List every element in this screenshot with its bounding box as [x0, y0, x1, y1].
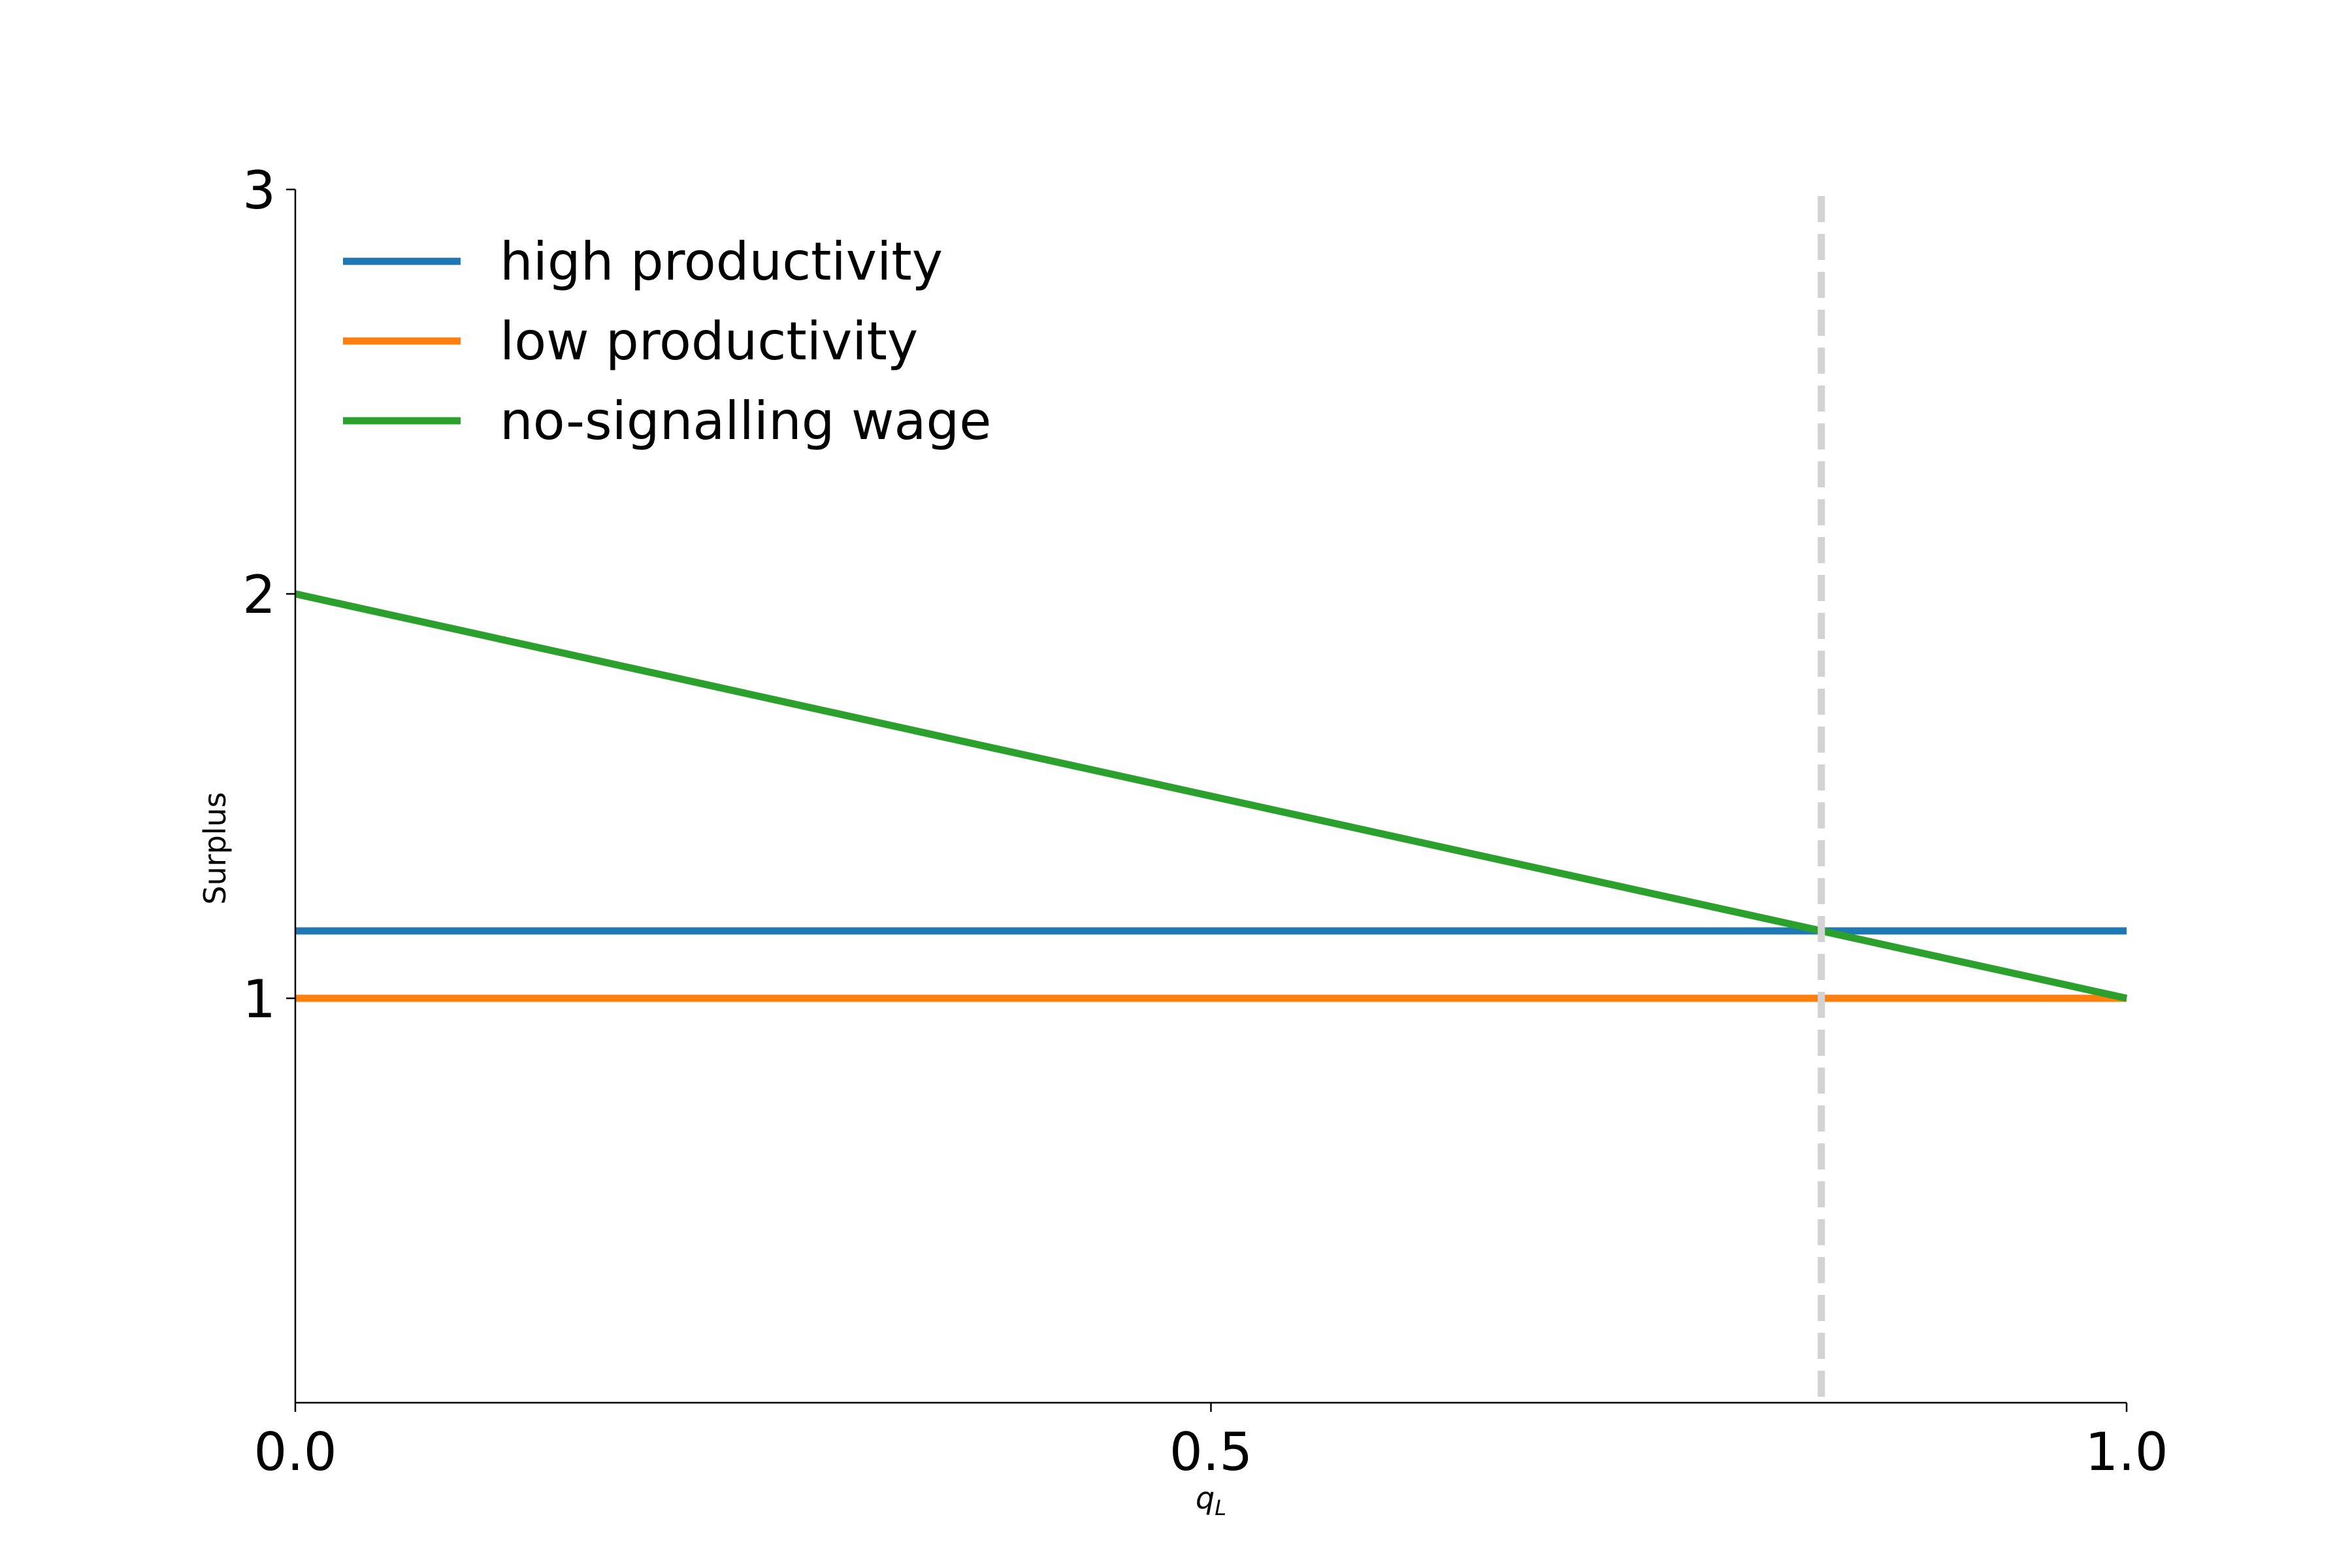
x-tick-label-1: 0.5: [1169, 1422, 1252, 1482]
x-axis-label: qL: [1196, 1480, 1226, 1520]
legend-label-2: no-signalling wage: [500, 391, 991, 451]
x-axis-label-subscript: L: [1215, 1495, 1226, 1520]
ticks: 0.0 0.5 1.0 1 2 3: [242, 160, 2168, 1482]
legend-label-0: high productivity: [500, 231, 943, 292]
legend-label-1: low productivity: [500, 311, 918, 372]
series-line-2: [294, 590, 2128, 1002]
y-axis-label: Surplus: [197, 792, 233, 904]
y-tick-label-0: 1: [242, 969, 276, 1030]
legend: high productivity low productivity no-sign…: [343, 231, 991, 451]
plot-area: [294, 196, 2128, 1403]
x-tick-label-2: 1.0: [2085, 1422, 2168, 1482]
x-tick-label-0: 0.0: [253, 1422, 336, 1482]
y-tick-label-1: 2: [242, 564, 276, 625]
y-tick-label-2: 3: [242, 160, 276, 221]
